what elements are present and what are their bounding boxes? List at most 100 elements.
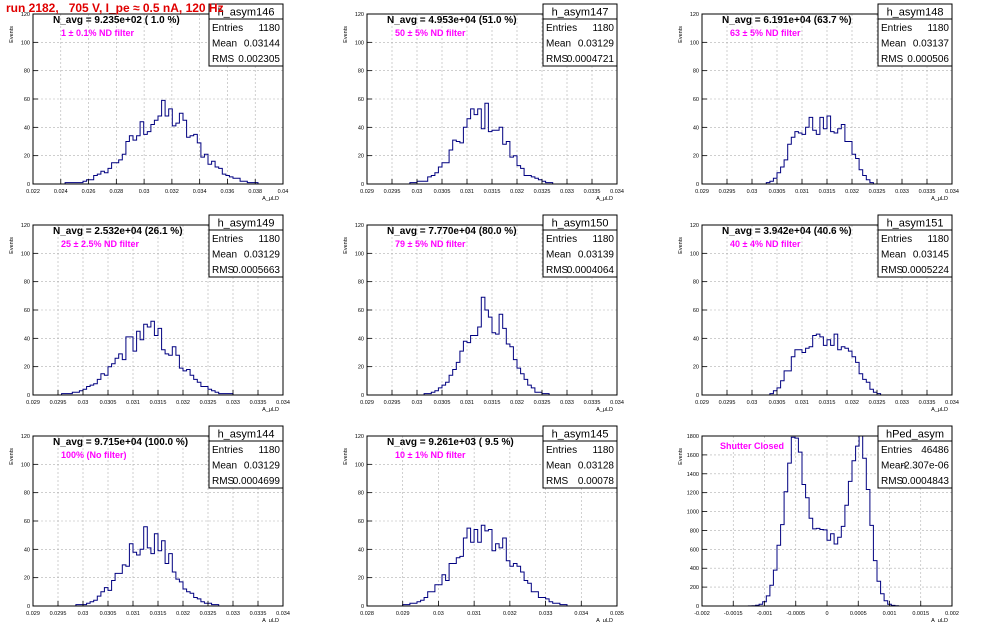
stat-label: RMS bbox=[546, 54, 569, 65]
x-tick-label: 0.0305 bbox=[434, 400, 451, 406]
y-tick-label: 100 bbox=[21, 40, 30, 46]
stat-value: 0.03129 bbox=[578, 39, 615, 50]
x-tick-label: 0.0335 bbox=[919, 189, 936, 195]
x-tick-label: 0.032 bbox=[176, 400, 190, 406]
filter-annotation: 79 ± 5% ND filter bbox=[395, 239, 466, 249]
y-tick-label: 800 bbox=[690, 528, 699, 534]
x-tick-label: 0.03 bbox=[78, 611, 89, 617]
y-tick-label: 60 bbox=[693, 308, 699, 314]
navg-label: N_avg = 4.953e+04 (51.0 %) bbox=[387, 15, 517, 26]
histogram-series bbox=[33, 526, 283, 607]
x-tick-label: 0.03 bbox=[139, 189, 150, 195]
histogram-panel: 0.029 0.0295 0.03 0.0305 0.031 0.0315 0.032 0.0… bbox=[678, 214, 959, 413]
stat-value: 0.00078 bbox=[578, 476, 615, 487]
navg-label: N_avg = 6.191e+04 (63.7 %) bbox=[722, 15, 852, 26]
navg-label: N_avg = 9.261e+03 ( 9.5 %) bbox=[387, 437, 514, 448]
x-tick-label: 0.026 bbox=[82, 189, 96, 195]
histogram-title: h_asym146 bbox=[218, 7, 275, 19]
y-tick-label: 1000 bbox=[687, 510, 699, 516]
y-tick-label: 120 bbox=[355, 223, 364, 229]
stat-value: 0.03129 bbox=[244, 461, 281, 472]
x-axis-label: A_μLD bbox=[596, 618, 613, 622]
y-tick-label: 20 bbox=[693, 154, 699, 160]
stats-box bbox=[877, 214, 953, 278]
stat-value: 0.002305 bbox=[238, 54, 280, 65]
x-tick-label: 0.0335 bbox=[919, 400, 936, 406]
y-tick-label: 60 bbox=[693, 97, 699, 103]
x-axis-label: A_μLD bbox=[931, 196, 948, 202]
y-tick-label: 80 bbox=[693, 69, 699, 75]
y-tick-label: 80 bbox=[358, 280, 364, 286]
x-tick-label: 0.0305 bbox=[434, 189, 451, 195]
y-tick-label: 100 bbox=[355, 462, 364, 468]
y-tick-label: 80 bbox=[24, 280, 30, 286]
x-tick-label: 0.031 bbox=[460, 400, 474, 406]
stat-value: 1180 bbox=[927, 234, 949, 245]
x-tick-label: 0.0335 bbox=[584, 400, 601, 406]
x-tick-label: 0.029 bbox=[360, 400, 374, 406]
y-tick-label: 1800 bbox=[687, 434, 699, 440]
y-tick-label: 40 bbox=[358, 547, 364, 553]
stat-label: RMS bbox=[546, 265, 569, 276]
stats-box bbox=[542, 214, 618, 278]
x-tick-label: 0.034 bbox=[610, 400, 624, 406]
histogram-title: h_asym145 bbox=[552, 429, 609, 441]
x-tick-label: 0.0325 bbox=[869, 189, 886, 195]
stat-label: Mean bbox=[546, 39, 571, 50]
stat-label: Mean bbox=[881, 39, 906, 50]
x-tick-label: 0.0315 bbox=[484, 400, 501, 406]
x-tick-label: 0.031 bbox=[126, 400, 140, 406]
x-tick-label: 0.022 bbox=[26, 189, 40, 195]
y-tick-label: 0 bbox=[696, 604, 699, 610]
x-tick-label: 0.03 bbox=[412, 400, 423, 406]
stat-value: 1180 bbox=[592, 23, 614, 34]
y-tick-label: 0 bbox=[361, 393, 364, 399]
x-tick-label: 0.033 bbox=[895, 189, 909, 195]
histogram-title: h_asym151 bbox=[887, 218, 944, 230]
y-tick-label: 60 bbox=[24, 519, 30, 525]
stat-label: Entries bbox=[212, 234, 243, 245]
stats-box bbox=[877, 425, 953, 489]
x-tick-label: 0.0325 bbox=[534, 189, 551, 195]
x-tick-label: 0.0335 bbox=[250, 611, 267, 617]
x-tick-label: 0.034 bbox=[610, 189, 624, 195]
stat-value: 1180 bbox=[927, 23, 949, 34]
navg-label: N_avg = 2.532e+04 (26.1 %) bbox=[53, 226, 183, 237]
stat-value: 0.0004699 bbox=[233, 476, 281, 487]
histogram-title: h_asym150 bbox=[552, 218, 609, 230]
x-axis-label: A_μLD bbox=[262, 618, 279, 622]
x-tick-label: 0.0295 bbox=[719, 400, 736, 406]
y-tick-label: 80 bbox=[358, 491, 364, 497]
histogram-panel: 0.029 0.0295 0.03 0.0305 0.031 0.0315 0.032 0.0… bbox=[343, 3, 624, 202]
x-tick-label: 0 bbox=[825, 611, 828, 617]
stat-value: 0.0005224 bbox=[902, 265, 950, 276]
x-tick-label: 0.034 bbox=[945, 400, 959, 406]
y-tick-label: 120 bbox=[690, 223, 699, 229]
x-tick-label: 0.033 bbox=[226, 400, 240, 406]
stat-label: Mean bbox=[212, 39, 237, 50]
y-tick-label: 80 bbox=[24, 491, 30, 497]
y-tick-label: 40 bbox=[693, 125, 699, 131]
y-tick-label: 600 bbox=[690, 547, 699, 553]
y-tick-label: 40 bbox=[693, 336, 699, 342]
y-tick-label: 0 bbox=[696, 393, 699, 399]
x-tick-label: 0.029 bbox=[695, 400, 709, 406]
x-tick-label: 0.034 bbox=[276, 400, 290, 406]
histogram-panel: 0.029 0.0295 0.03 0.0305 0.031 0.0315 0.032 0.0… bbox=[9, 214, 290, 413]
x-tick-label: 0.031 bbox=[126, 611, 140, 617]
stat-label: RMS bbox=[212, 265, 235, 276]
x-tick-label: 0.033 bbox=[895, 400, 909, 406]
stat-value: 1180 bbox=[258, 445, 280, 456]
stats-box bbox=[208, 425, 284, 489]
x-tick-label: 0.031 bbox=[460, 189, 474, 195]
stat-label: RMS bbox=[212, 476, 235, 487]
y-tick-label: 0 bbox=[27, 182, 30, 188]
histogram-panel: 0.029 0.0295 0.03 0.0305 0.031 0.0315 0.032 0.0… bbox=[678, 3, 959, 202]
stats-box bbox=[542, 425, 618, 489]
y-tick-label: 100 bbox=[355, 40, 364, 46]
x-tick-label: 0.0305 bbox=[769, 400, 786, 406]
x-axis-label: A_μLD bbox=[596, 407, 613, 413]
stat-label: Entries bbox=[212, 23, 243, 34]
y-axis-label: Events bbox=[343, 26, 349, 43]
